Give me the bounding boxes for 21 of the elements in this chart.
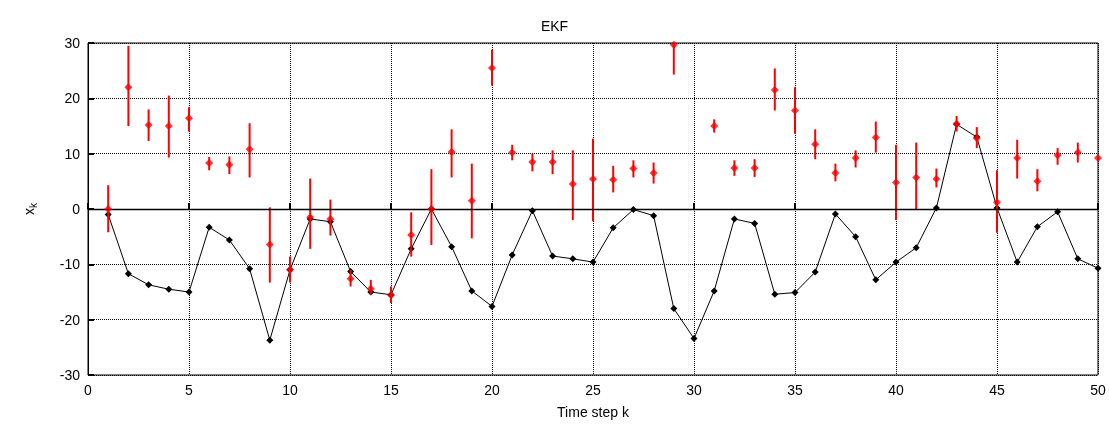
x-tick-label: 50 [1090, 382, 1106, 398]
x-tick-label: 25 [585, 382, 601, 398]
y-tick-label: 20 [64, 90, 81, 107]
y-tick-label: 0 [72, 201, 81, 217]
x-tick-label: 45 [989, 382, 1005, 398]
y-tick-label: -30 [59, 367, 81, 383]
y-tick-label: 30 [64, 35, 81, 51]
y-tick-label: -20 [59, 311, 81, 328]
x-tick-label: 40 [888, 382, 904, 398]
x-tick-label: 35 [787, 382, 803, 398]
y-tick-label: 10 [64, 145, 81, 162]
y-tick-label: -10 [59, 256, 81, 273]
y-axis-title: xk [21, 202, 39, 215]
x-tick-label: 10 [282, 382, 298, 398]
chart-title: EKF [540, 18, 569, 34]
x-axis-title: Time step k [557, 404, 630, 420]
x-tick-label: 15 [383, 382, 399, 398]
x-tick-label: 20 [484, 382, 500, 398]
x-tick-label: 0 [84, 382, 93, 398]
x-tick-label: 30 [686, 382, 702, 398]
x-tick-label: 5 [185, 382, 194, 398]
